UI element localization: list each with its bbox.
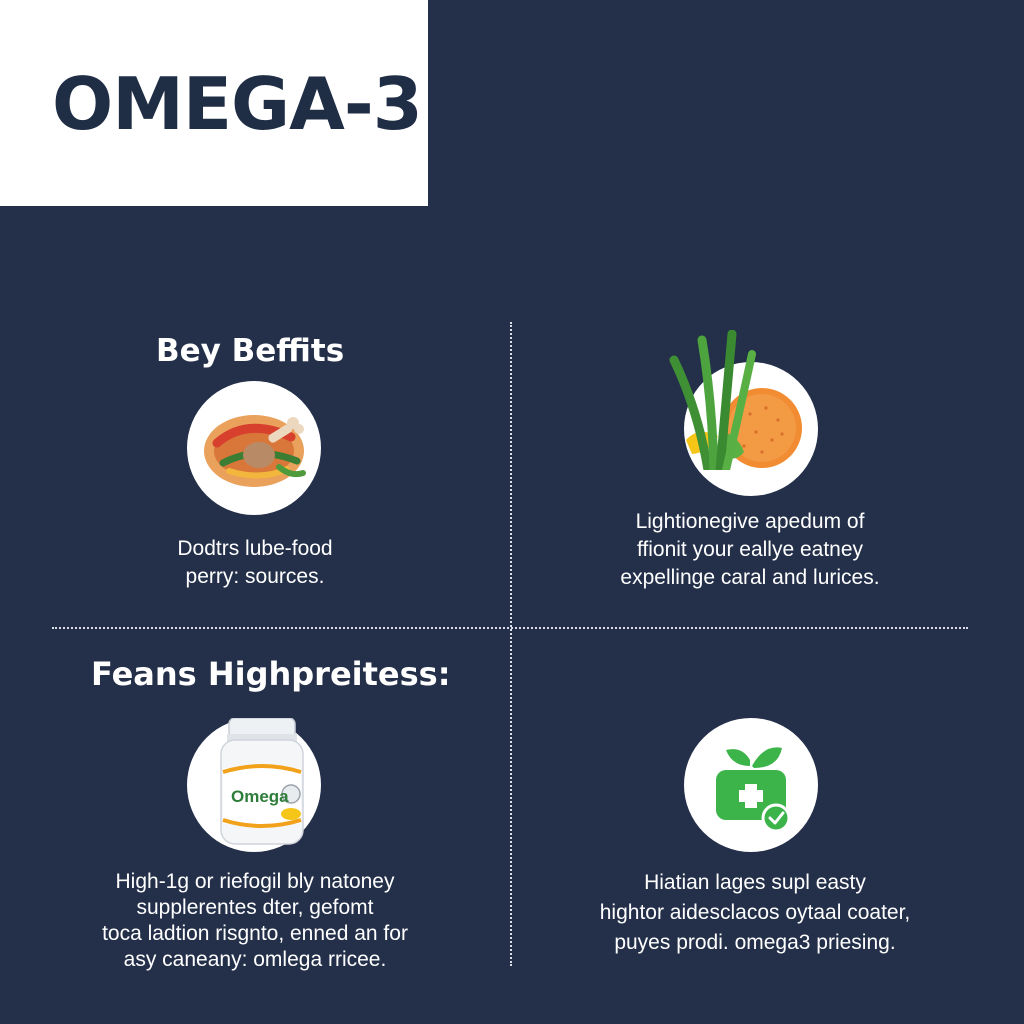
title-box: OMEGA-3: [0, 0, 428, 206]
health-text-line: puyes prodi. omega3 priesing.: [614, 931, 896, 954]
bottle-label: Omega: [231, 787, 289, 806]
supplements-heading: Feans Highpreitess:: [91, 655, 451, 693]
health-text-line: hightor aidesclacos oytaal coater,: [599, 901, 911, 924]
green-health-leaf-icon: [684, 718, 818, 852]
fruit-text-line: ffionit your eallye eatney: [636, 538, 864, 561]
vertical-divider: [510, 322, 512, 966]
supplements-text-line: supplerentes dter, gefomt: [136, 896, 374, 919]
fruit-text-line: expellinge caral and lurices.: [620, 566, 880, 589]
supplements-text: High-1g or riefogil bly natoney supplere…: [80, 869, 430, 973]
benefits-text: Dodtrs lube-food perry: sources.: [140, 535, 370, 591]
supplements-text-line: asy caneany: omlega rricee.: [123, 948, 387, 971]
supplements-text-line: toca ladtion risgnto, enned an for: [102, 922, 408, 945]
page-title: OMEGA-3: [52, 62, 423, 146]
health-text-line: Hiatian lages supl easty: [644, 871, 866, 894]
supplements-text-line: High-1g or riefogil bly natoney: [115, 870, 395, 893]
omega-supplement-bottle-icon: Omega: [187, 718, 321, 852]
food-plate-icon: [187, 381, 321, 515]
health-text: Hiatian lages supl easty hightor aidescl…: [570, 868, 940, 958]
horizontal-divider: [52, 627, 968, 629]
green-onion-icon: [669, 330, 756, 470]
benefits-text-line: Dodtrs lube-food: [177, 537, 333, 560]
benefits-heading: Bey Beffits: [156, 333, 345, 369]
fruit-text-line: Lightionegive apedum of: [635, 510, 865, 533]
benefits-text-line: perry: sources.: [185, 565, 325, 588]
fruit-text: Lightionegive apedum of ffionit your eal…: [590, 508, 910, 592]
